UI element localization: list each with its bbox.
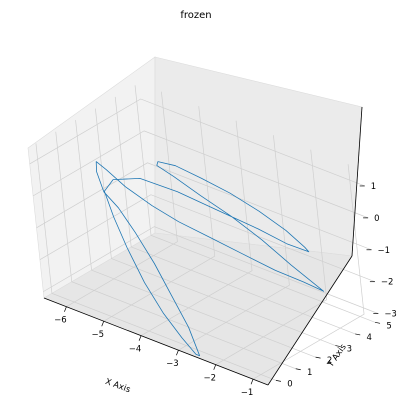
x-tick-label: −3 bbox=[166, 359, 179, 369]
x-axis-label: X Axis bbox=[104, 377, 133, 396]
y-tick-label: 5 bbox=[386, 321, 391, 331]
chart-title: frozen bbox=[180, 10, 211, 21]
y-gridline bbox=[35, 143, 277, 381]
y-tick-label: 2 bbox=[327, 356, 332, 366]
x-gridline bbox=[215, 149, 328, 366]
y-tick-mark bbox=[374, 321, 381, 324]
x-gridline bbox=[178, 135, 290, 351]
x-tick-mark bbox=[213, 364, 217, 370]
y-axis-line bbox=[267, 255, 353, 386]
grid-lines bbox=[29, 85, 379, 381]
x-tick-mark bbox=[64, 306, 67, 312]
y-tick-label: 0 bbox=[287, 379, 292, 389]
x-tick-mark bbox=[176, 350, 179, 356]
axis-lines bbox=[43, 106, 363, 386]
z-tick-label: −1 bbox=[378, 246, 391, 256]
z-axis-line bbox=[351, 106, 363, 257]
y-tick-mark bbox=[335, 345, 341, 347]
y-gridline bbox=[55, 131, 296, 370]
y-tick-mark bbox=[355, 333, 361, 336]
z-gridline bbox=[32, 130, 369, 219]
y-tick-mark bbox=[295, 368, 301, 371]
x-tick-label: −5 bbox=[91, 330, 104, 340]
y-tick-mark bbox=[275, 380, 281, 382]
x-gridline bbox=[103, 106, 216, 322]
y-gridline bbox=[134, 85, 376, 323]
y-tick-label: 4 bbox=[367, 333, 372, 343]
series-layer bbox=[95, 161, 325, 357]
x-gridline bbox=[140, 120, 253, 337]
z-tick-label: 1 bbox=[371, 182, 376, 192]
x-gridline bbox=[66, 91, 178, 308]
y-tick-label: 1 bbox=[307, 368, 312, 378]
x-tick-mark bbox=[250, 379, 254, 385]
back-right-pane bbox=[154, 56, 363, 257]
y-gridline bbox=[75, 120, 316, 358]
z-gridline bbox=[36, 162, 372, 251]
y-tick-mark bbox=[315, 356, 321, 359]
y-gridline bbox=[95, 108, 336, 346]
z-tick-label: −3 bbox=[384, 310, 397, 320]
y-gridline bbox=[114, 96, 356, 335]
z-gridline bbox=[43, 226, 379, 314]
z-gridline bbox=[39, 194, 376, 283]
x-tick-mark bbox=[138, 335, 142, 341]
x-tick-label: −6 bbox=[54, 316, 67, 326]
z-tick-label: −2 bbox=[381, 278, 394, 288]
x-axis-line bbox=[43, 297, 269, 386]
ticks: −6 −5 −4 −3 −2 −1 0 1 2 3 4 5 1 0 −1 −2 −3 bbox=[54, 182, 397, 398]
x-tick-label: −2 bbox=[203, 374, 216, 384]
series-line-0 bbox=[95, 161, 325, 357]
x-gridline bbox=[252, 164, 365, 380]
y-tick-label: 3 bbox=[347, 345, 352, 355]
z-gridline bbox=[29, 98, 365, 187]
x-tick-label: −4 bbox=[129, 345, 142, 355]
x-tick-mark bbox=[101, 321, 105, 327]
x-tick-label: −1 bbox=[241, 388, 254, 398]
z-tick-label: 0 bbox=[374, 214, 379, 224]
